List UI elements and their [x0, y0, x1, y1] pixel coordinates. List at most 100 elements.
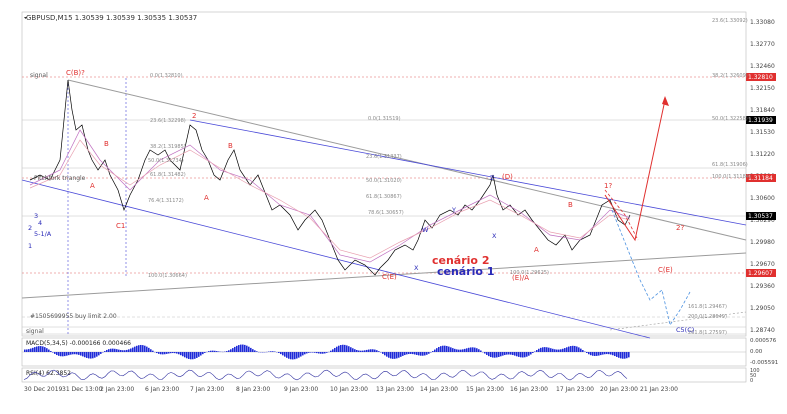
macd-bar: [568, 347, 570, 352]
macd-bar: [252, 349, 254, 352]
macd-bar: [250, 348, 252, 352]
macd-bar: [454, 349, 456, 352]
macd-bar: [536, 350, 538, 352]
macd-bar: [256, 351, 258, 352]
macd-bar: [120, 350, 122, 352]
price-tick-label: 1.29050: [750, 305, 775, 312]
macd-bar: [240, 345, 242, 352]
macd-bar: [38, 346, 40, 352]
macd-bar: [552, 349, 554, 352]
macd-bar: [40, 346, 42, 352]
fib-level-label: 23.6(1.32298): [150, 118, 186, 124]
macd-bar: [68, 352, 70, 355]
macd-bar: [198, 352, 200, 357]
macd-bar: [114, 349, 116, 352]
macd-bar: [374, 350, 376, 352]
macd-bar: [540, 348, 542, 352]
macd-bar: [426, 352, 428, 355]
macd-bar: [62, 352, 64, 356]
fib-level-label: 23.6(1.31337): [366, 154, 402, 160]
macd-bar: [370, 349, 372, 352]
macd-bar: [488, 352, 490, 356]
macd-bar: [534, 351, 536, 352]
macd-bar: [254, 350, 256, 352]
macd-bar: [194, 352, 196, 359]
rsi-scale-label: 0: [750, 378, 753, 384]
macd-bar: [232, 348, 234, 352]
macd-bar: [290, 352, 292, 359]
macd-bar: [326, 352, 328, 353]
macd-bar: [592, 352, 594, 356]
macd-bar: [486, 352, 488, 355]
price-tick-label: 1.29670: [750, 261, 775, 268]
macd-bar: [496, 352, 498, 357]
macd-bar: [226, 351, 228, 352]
macd-bar: [622, 352, 624, 359]
macd-bar: [48, 350, 50, 352]
time-tick-label: 7 Jan 23:00: [190, 386, 224, 393]
macd-bar: [526, 352, 528, 357]
macd-bar: [430, 352, 432, 353]
macd-bar: [76, 352, 78, 354]
price-tick-label: 1.32770: [750, 41, 775, 48]
macd-bar: [514, 352, 516, 356]
macd-bar: [158, 352, 160, 354]
macd-bar: [238, 345, 240, 352]
price-tick-label: 1.33080: [750, 19, 775, 26]
time-tick-label: 17 Jan 23:00: [556, 386, 594, 393]
macd-bar: [476, 348, 478, 352]
macd-bar: [30, 349, 32, 352]
macd-bar: [302, 352, 304, 355]
macd-bar: [218, 351, 220, 352]
main-plot-area: [22, 12, 746, 336]
macd-bar: [122, 350, 124, 352]
macd-bar: [492, 352, 494, 358]
macd-bar: [50, 351, 52, 352]
macd-bar: [244, 345, 246, 352]
macd-bar: [184, 352, 186, 357]
macd-bar: [168, 352, 170, 354]
macd-bar: [624, 352, 626, 359]
macd-bar: [72, 352, 74, 354]
macd-scale-label: 0.000576: [750, 338, 777, 344]
macd-bar: [322, 352, 324, 354]
wave-label-red: C(E): [382, 273, 397, 281]
macd-bar: [450, 347, 452, 352]
macd-bar: [360, 351, 362, 352]
macd-bar: [594, 352, 596, 356]
macd-bar: [162, 352, 164, 354]
macd-bar: [292, 352, 294, 359]
macd-bar: [444, 346, 446, 352]
macd-bar: [498, 352, 500, 357]
macd-bar: [384, 352, 386, 355]
macd-bar: [204, 352, 206, 353]
macd-bar: [468, 348, 470, 352]
macd-bar: [186, 352, 188, 358]
macd-bar: [152, 351, 154, 352]
macd-bar: [344, 345, 346, 352]
macd-bar: [106, 350, 108, 352]
macd-bar: [94, 352, 96, 358]
wave-label-blue: 5-1/A: [34, 230, 52, 238]
macd-bar: [490, 352, 492, 357]
macd-bar: [160, 352, 162, 354]
macd-bar: [74, 352, 76, 354]
macd-bar: [56, 352, 58, 355]
macd-bar: [246, 346, 248, 352]
price-level-value: 1.29607: [748, 270, 773, 277]
price-tick-label: 1.31220: [750, 151, 775, 158]
wave-label-blue: X: [414, 264, 419, 272]
macd-scale-label: -0.005591: [750, 360, 778, 366]
macd-bar: [550, 348, 552, 352]
macd-bar: [46, 348, 48, 352]
time-tick-label: 10 Jan 23:00: [330, 386, 368, 393]
macd-bar: [228, 350, 230, 352]
price-level-value: 1.31939: [748, 117, 773, 124]
macd-bar: [480, 351, 482, 352]
macd-bar: [298, 352, 300, 358]
wave-label-blue: 4: [38, 219, 42, 227]
macd-bar: [452, 348, 454, 352]
macd-bar: [608, 352, 610, 354]
